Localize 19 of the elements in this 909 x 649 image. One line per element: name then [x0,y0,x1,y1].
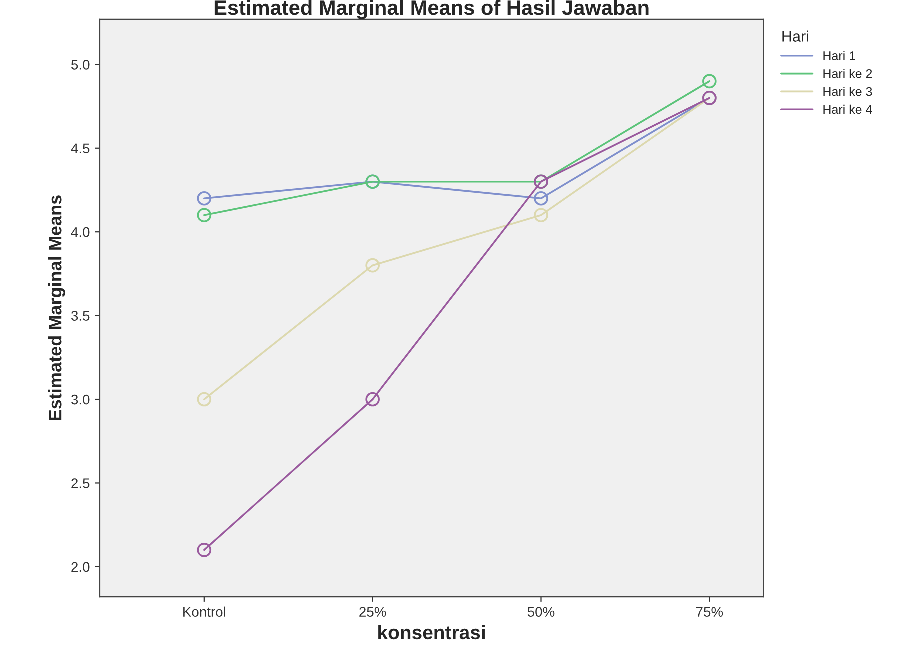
y-tick-label: 4.5 [71,144,90,154]
x-tick-label: Kontrol [184,606,226,618]
legend-label: Hari ke 3 [824,87,872,96]
y-axis-title: Estimated Marginal Means [48,196,66,420]
legend-label: Hari ke 4 [824,104,872,114]
chart-title: Estimated Marginal Means of Hasil Jawaban [214,0,649,20]
legend-title: Hari [782,30,808,42]
x-tick-label: 25% [360,607,386,618]
x-axis-title: konsentrasi [378,625,485,640]
y-tick-label: 5.0 [72,60,90,70]
y-tick-label: 3.0 [71,394,90,405]
y-tick-label: 2.0 [72,562,90,572]
y-tick-label: 2.5 [72,478,90,488]
legend-label: Hari ke 2 [824,69,872,78]
x-tick-label: 50% [528,607,555,618]
x-tick-label: 75% [696,607,724,618]
y-tick-label: 4.0 [71,227,90,238]
legend-label: Hari 1 [824,51,856,60]
y-tick-label: 3.5 [71,311,90,321]
